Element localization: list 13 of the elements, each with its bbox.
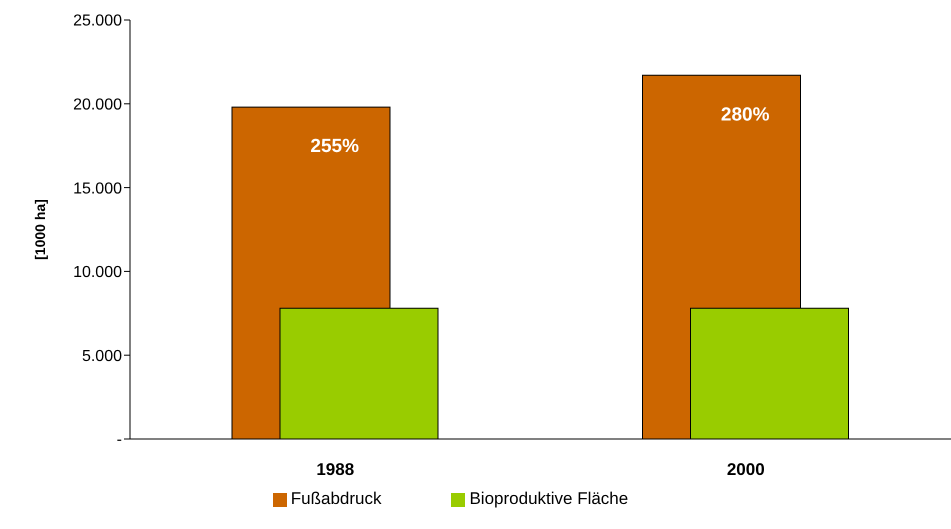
y-tick-label: - <box>116 432 122 449</box>
y-axis-title: [1000 ha] <box>32 199 48 260</box>
y-tick-label: 10.000 <box>73 264 122 282</box>
y-tick-label: 5.000 <box>82 348 122 365</box>
y-tick-label: 15.000 <box>73 180 122 198</box>
x-tick-label: 1988 <box>316 460 354 480</box>
legend-label: Bioproduktive Fläche <box>469 489 628 508</box>
annotation: 280% <box>720 104 770 126</box>
legend-label: Fußabdruck <box>290 489 382 508</box>
y-tick-label: 25.000 <box>73 12 122 30</box>
x-tick-label: 2000 <box>726 460 765 480</box>
annotation: 255% <box>310 136 360 158</box>
y-tick-label: 20.000 <box>73 96 122 114</box>
